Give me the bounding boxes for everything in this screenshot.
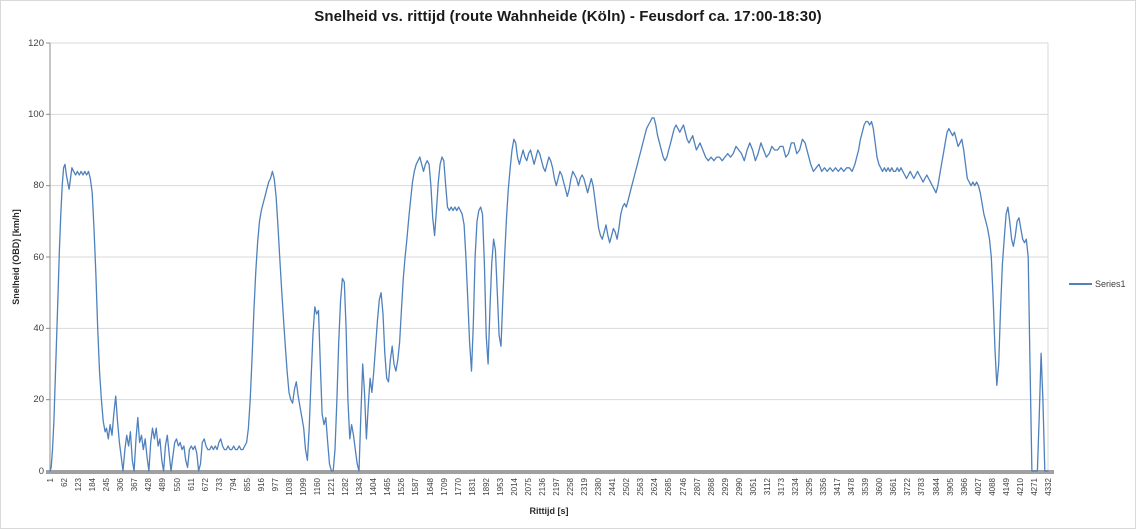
x-tick-label: 4149 xyxy=(1001,478,1011,496)
x-tick-label: 2807 xyxy=(692,478,702,496)
x-tick-label: 3173 xyxy=(776,478,786,496)
x-tick-label: 3600 xyxy=(875,478,885,496)
series1-line xyxy=(49,117,1049,472)
x-tick-label: 2380 xyxy=(594,478,604,496)
x-tick-label: 1404 xyxy=(369,478,379,496)
x-tick-label: 3905 xyxy=(945,478,955,496)
x-tick-label: 2990 xyxy=(734,478,744,496)
x-tick-label: 1160 xyxy=(313,478,323,496)
x-tick-label: 1831 xyxy=(467,478,477,496)
x-tick-label: 3844 xyxy=(931,478,941,496)
x-tick-label: 3478 xyxy=(847,478,857,496)
x-tick-label: 4210 xyxy=(1015,478,1025,496)
x-tick-label: 489 xyxy=(158,478,168,492)
x-tick-label: 1343 xyxy=(355,478,365,496)
x-tick-label: 2014 xyxy=(509,478,519,496)
x-tick-label: 3661 xyxy=(889,478,899,496)
y-tick-label: 120 xyxy=(28,37,44,49)
x-tick-label: 794 xyxy=(228,478,238,492)
x-tick-label: 3966 xyxy=(959,478,969,496)
x-tick-label: 3234 xyxy=(790,478,800,496)
x-tick-label: 2624 xyxy=(650,478,660,496)
x-tick-label: 3539 xyxy=(861,478,871,496)
x-tick-label: 1 xyxy=(46,478,55,483)
x-tick-label: 2746 xyxy=(678,478,688,496)
x-tick-label: 428 xyxy=(144,478,154,492)
x-tick-label: 1038 xyxy=(284,478,294,496)
y-tick-label: 60 xyxy=(33,251,44,263)
y-tick-label: 40 xyxy=(33,322,44,334)
x-tick-label: 3112 xyxy=(762,478,772,496)
legend-series-label: Series1 xyxy=(1095,279,1126,289)
x-tick-label: 2685 xyxy=(664,478,674,496)
x-tick-label: 733 xyxy=(214,478,224,492)
x-axis-line xyxy=(46,470,1054,474)
x-tick-label: 3417 xyxy=(833,478,843,496)
x-tick-label: 306 xyxy=(116,478,126,492)
legend-line-sample xyxy=(1069,283,1092,285)
y-tick-label: 20 xyxy=(33,394,44,406)
x-tick-label: 1221 xyxy=(327,478,337,496)
y-tick-label: 80 xyxy=(33,180,44,192)
x-tick-label: 2929 xyxy=(720,478,730,496)
x-tick-label: 916 xyxy=(256,478,266,492)
x-tick-label: 2258 xyxy=(566,478,576,496)
x-tick-label: 1648 xyxy=(425,478,435,496)
x-tick-label: 4088 xyxy=(987,478,997,496)
x-tick-label: 611 xyxy=(186,478,196,491)
x-tick-label: 855 xyxy=(242,478,252,492)
x-tick-label: 2136 xyxy=(537,478,547,496)
y-tick-label: 0 xyxy=(38,465,44,477)
x-tick-label: 184 xyxy=(88,478,98,492)
legend[interactable]: Series1 xyxy=(1069,279,1126,289)
x-axis-title: Rittijd [s] xyxy=(529,506,569,516)
x-tick-label: 3295 xyxy=(805,478,815,496)
x-tick-label: 1587 xyxy=(411,478,421,496)
x-tick-label: 4332 xyxy=(1044,478,1053,496)
x-tick-label: 3356 xyxy=(819,478,829,496)
x-tick-label: 672 xyxy=(200,478,210,492)
x-tick-label: 62 xyxy=(60,478,70,487)
x-tick-label: 3783 xyxy=(917,478,927,496)
x-tick-label: 2441 xyxy=(608,478,618,496)
x-tick-label: 3051 xyxy=(748,478,758,496)
x-tick-label: 4027 xyxy=(973,478,983,496)
x-tick-label: 367 xyxy=(130,478,140,492)
chart-title: Snelheid vs. rittijd (route Wahnheide (K… xyxy=(314,8,822,25)
x-tick-label: 3722 xyxy=(903,478,913,496)
x-tick-label: 1709 xyxy=(439,478,449,496)
x-tick-label: 1770 xyxy=(453,478,463,496)
x-tick-label: 2075 xyxy=(523,478,533,496)
x-tick-label: 2197 xyxy=(552,478,562,496)
x-tick-label: 1892 xyxy=(481,478,491,496)
x-tick-label: 2319 xyxy=(580,478,590,496)
x-tick-label: 1282 xyxy=(341,478,351,496)
x-tick-label: 2868 xyxy=(706,478,716,496)
x-tick-label: 1099 xyxy=(299,478,308,496)
x-tick-label: 1953 xyxy=(495,478,505,496)
x-tick-label: 123 xyxy=(74,478,84,492)
x-tick-label: 977 xyxy=(270,478,280,492)
x-tick-label: 2563 xyxy=(636,478,646,496)
x-tick-label: 1465 xyxy=(383,478,393,496)
y-tick-label: 100 xyxy=(28,108,44,120)
x-tick-label: 245 xyxy=(102,478,112,492)
x-tick-label: 2502 xyxy=(622,478,632,496)
x-tick-label: 1526 xyxy=(397,478,407,496)
x-tick-label: 4271 xyxy=(1029,478,1039,496)
x-tick-label: 550 xyxy=(172,478,182,492)
